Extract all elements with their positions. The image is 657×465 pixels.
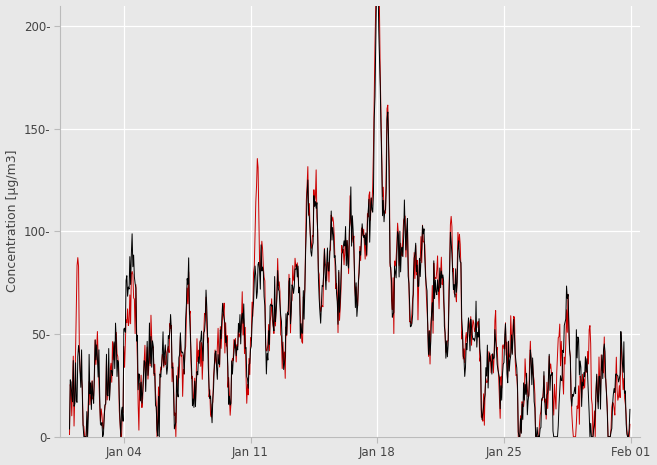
Y-axis label: Concentration [µg/m3]: Concentration [µg/m3]	[5, 150, 18, 292]
